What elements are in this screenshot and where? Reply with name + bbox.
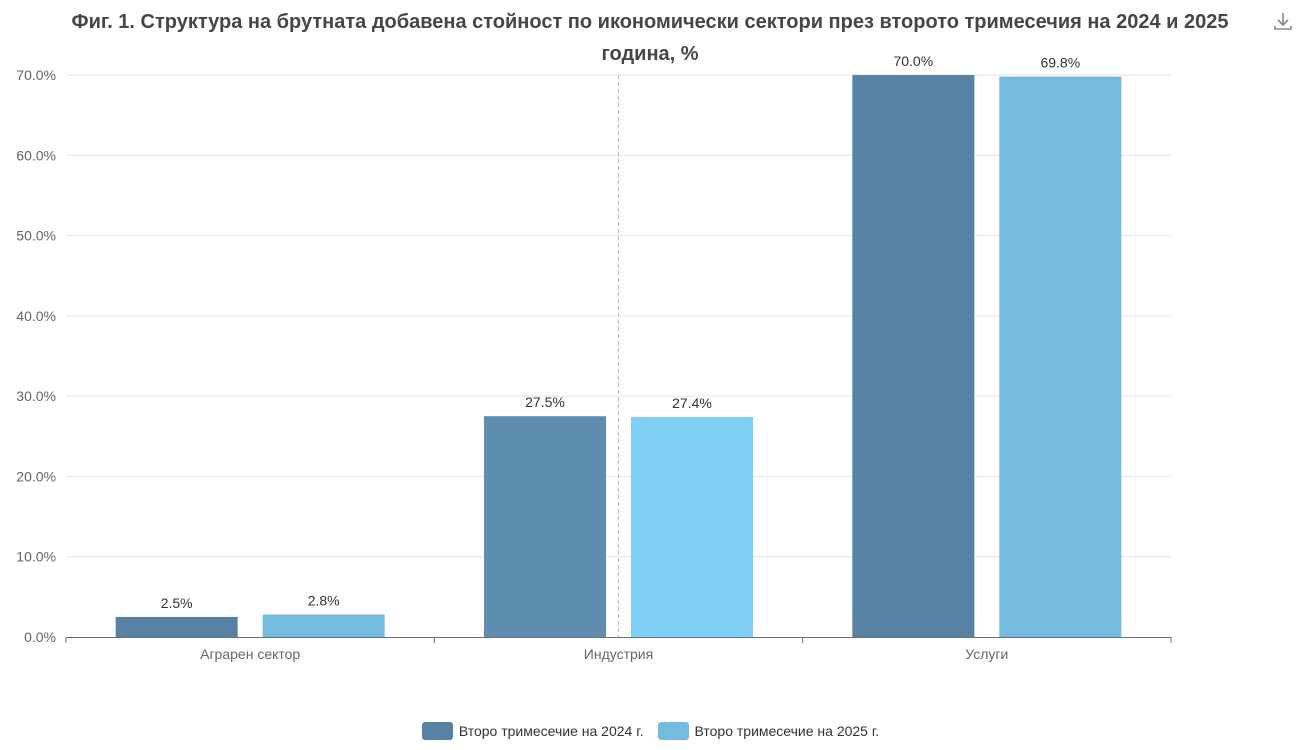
y-tick-label: 40.0% bbox=[16, 308, 56, 324]
legend-label: Второ тримесечие на 2025 г. bbox=[694, 723, 880, 739]
download-icon bbox=[1274, 13, 1292, 30]
legend-item[interactable]: Второ тримесечие на 2025 г. bbox=[657, 722, 880, 740]
data-label: 2.5% bbox=[161, 595, 193, 611]
data-label: 27.5% bbox=[525, 394, 565, 410]
x-tick-label: Услуги bbox=[965, 646, 1008, 662]
legend: Второ тримесечие на 2024 г. Второ тримесе… bbox=[0, 722, 1301, 740]
bar[interactable] bbox=[852, 75, 975, 637]
bar[interactable] bbox=[484, 416, 606, 637]
bar[interactable] bbox=[999, 76, 1122, 637]
y-tick-label: 60.0% bbox=[16, 147, 56, 163]
legend-swatch bbox=[421, 722, 453, 740]
data-label: 27.4% bbox=[672, 395, 712, 411]
y-tick-label: 30.0% bbox=[16, 388, 56, 404]
x-tick-label: Аграрен сектор bbox=[200, 646, 300, 662]
legend-item[interactable]: Второ тримесечие на 2024 г. bbox=[421, 722, 644, 740]
legend-label: Второ тримесечие на 2024 г. bbox=[458, 723, 644, 739]
y-tick-label: 50.0% bbox=[16, 228, 56, 244]
data-label: 2.8% bbox=[308, 593, 340, 609]
y-tick-label: 0.0% bbox=[24, 629, 56, 645]
legend-swatch bbox=[657, 722, 689, 740]
data-label: 69.8% bbox=[1040, 55, 1080, 71]
y-tick-label: 10.0% bbox=[16, 549, 56, 565]
y-tick-label: 20.0% bbox=[16, 468, 56, 484]
data-label: 70.0% bbox=[893, 53, 933, 69]
bar[interactable] bbox=[262, 614, 385, 637]
chart-title: Фиг. 1. Структура на брутната добавена с… bbox=[71, 11, 1229, 65]
bar-chart: 0.0% 10.0% 20.0% 30.0% 40.0% 50.0% 60.0% 70.0% 2… bbox=[16, 53, 1172, 662]
x-tick-label: Индустрия bbox=[584, 646, 653, 662]
download-button[interactable] bbox=[1270, 8, 1296, 34]
y-tick-label: 70.0% bbox=[16, 67, 56, 83]
bar[interactable] bbox=[115, 616, 238, 637]
bar[interactable] bbox=[631, 417, 753, 637]
